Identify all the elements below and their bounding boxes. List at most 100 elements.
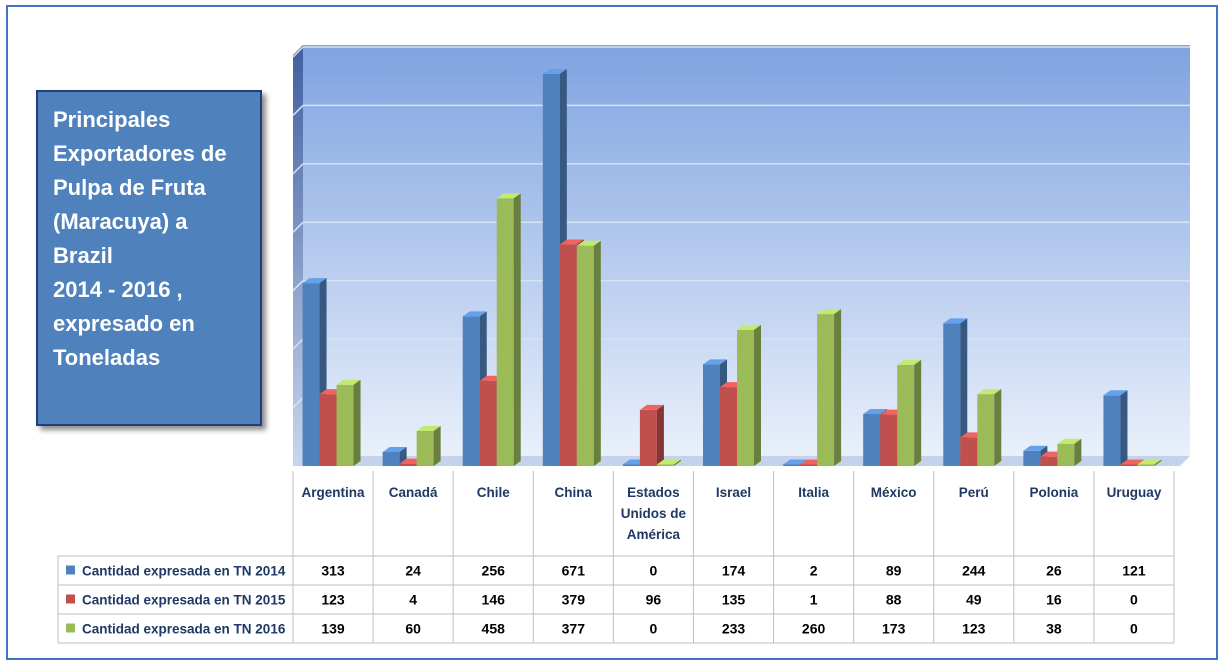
gridline: [292, 163, 304, 175]
data-table-value: 0: [1130, 592, 1138, 608]
bar-front: [897, 364, 915, 466]
category-tick-label: Canadá: [389, 485, 438, 500]
bar-front: [622, 464, 640, 466]
data-table-value: 146: [482, 592, 506, 608]
category-tick-label: Perú: [959, 485, 989, 500]
bar-side: [353, 379, 361, 466]
bar-top: [977, 389, 1002, 395]
category-tick-label: Israel: [716, 485, 751, 500]
data-table-value: 173: [882, 621, 906, 637]
bar-top: [336, 379, 361, 385]
bar: [496, 193, 521, 466]
data-table-value: 123: [962, 621, 986, 637]
bar: [1057, 438, 1082, 466]
data-table-value: 379: [562, 592, 586, 608]
bar: [576, 240, 601, 466]
bar-top: [382, 446, 407, 452]
category-tick-label: Uruguay: [1107, 485, 1162, 500]
chart-title-line: Brazil: [53, 243, 113, 268]
chart-title-line: Toneladas: [53, 345, 161, 370]
bar-front: [462, 316, 480, 466]
bar-top: [1023, 445, 1048, 451]
bar-front: [863, 413, 881, 466]
category-tick-label: Estados: [627, 485, 680, 500]
bar-side: [513, 193, 521, 466]
bar-top: [1057, 438, 1082, 444]
data-table-value: 174: [722, 563, 746, 579]
bar-front: [737, 329, 754, 466]
bar-top: [863, 408, 888, 414]
bar-front: [302, 283, 320, 466]
bar-top: [559, 239, 584, 245]
data-table-value: 60: [405, 621, 421, 637]
bars: [302, 68, 1162, 467]
gridline: [292, 397, 304, 409]
bar-top: [943, 318, 968, 324]
bar-top: [783, 459, 808, 465]
bar-front: [703, 364, 720, 466]
bar-top: [817, 309, 842, 315]
chart-title-box: Principales Exportadores de Pulpa de Fruta…: [36, 90, 262, 426]
bar-front: [559, 244, 577, 466]
category-tick-label: México: [871, 485, 917, 500]
data-table-value: 313: [321, 563, 345, 579]
category-tick-label: Argentina: [302, 485, 365, 500]
data-table-value: 0: [650, 621, 658, 637]
data-table-value: 26: [1046, 563, 1062, 579]
bar-side: [656, 404, 664, 466]
bar-top: [897, 359, 922, 365]
bar-side: [754, 324, 761, 466]
data-table-value: 121: [1122, 563, 1146, 579]
bar-side: [994, 389, 1002, 466]
bar-top: [1103, 390, 1128, 396]
data-table-value: 0: [650, 563, 658, 579]
bar-front: [542, 73, 560, 467]
data-table-value: 49: [966, 592, 982, 608]
bar: [897, 359, 922, 466]
bar-top: [1120, 459, 1145, 465]
bar-front: [943, 323, 961, 466]
data-table-value: 4: [409, 592, 417, 608]
bar-front: [1120, 464, 1138, 466]
bar-side: [960, 318, 968, 466]
chart-title-line: (Maracuya) a: [53, 209, 188, 234]
bar-top: [302, 278, 327, 284]
bar-side: [834, 309, 842, 466]
bar-front: [1023, 450, 1041, 466]
legend-label: Cantidad expresada en TN 2015: [82, 593, 286, 608]
chart-title-line: Pulpa de Fruta: [53, 175, 206, 200]
legend-key: [66, 565, 75, 575]
category-tick-label: China: [555, 485, 593, 500]
bar-front: [1137, 464, 1155, 466]
data-table-value: 38: [1046, 621, 1062, 637]
bar-top: [656, 459, 681, 465]
bar-top: [542, 68, 567, 74]
category-tick-label: Unidos de: [621, 506, 687, 521]
data-table-value: 233: [722, 621, 746, 637]
category-tick-label: Italia: [798, 485, 829, 500]
bar-side: [914, 359, 922, 466]
data-table: Argentina Canadá Chile China Estados Unidos d…: [57, 471, 1175, 644]
bar-front: [496, 198, 514, 466]
bar-front: [783, 464, 801, 466]
bar-side: [1074, 438, 1082, 466]
bar-front: [977, 394, 995, 466]
bar-front: [639, 409, 657, 466]
bar: [656, 459, 681, 466]
data-table-value: 16: [1046, 592, 1062, 608]
gridline: [292, 280, 304, 292]
bar: [943, 318, 968, 466]
data-table-value: 377: [562, 621, 586, 637]
bar: [336, 379, 361, 466]
bar-top: [496, 193, 521, 199]
bar-side: [433, 425, 441, 466]
data-table-value: 24: [405, 563, 421, 579]
data-table-value: 1: [810, 592, 818, 608]
data-table-value: 244: [962, 563, 986, 579]
bar-front: [1040, 456, 1058, 466]
bar-front: [319, 394, 337, 466]
bar: [416, 425, 441, 466]
bar-side: [1120, 390, 1128, 466]
data-table-value: 256: [482, 563, 506, 579]
data-table-value: 0: [1130, 621, 1138, 637]
